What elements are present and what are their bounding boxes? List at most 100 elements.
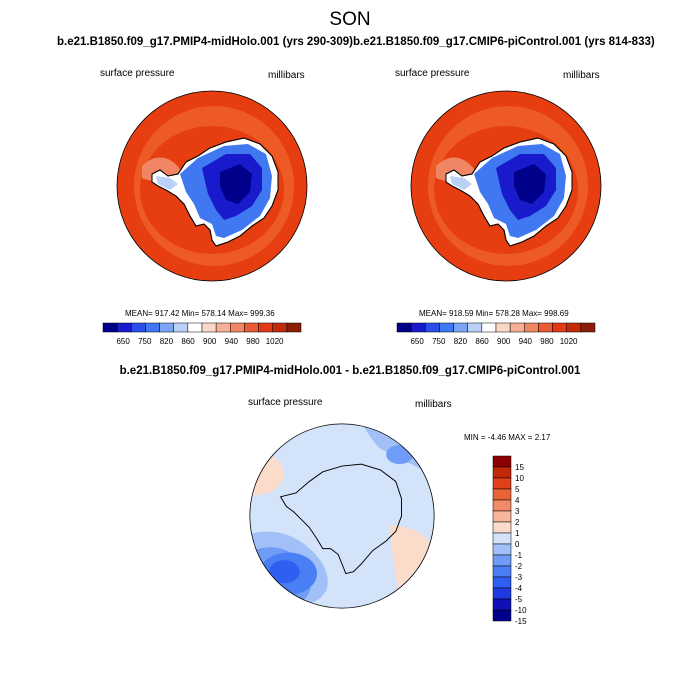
diff-colorbar-tick-label: 1 — [515, 529, 520, 538]
case-a-title: b.e21.B1850.f09_g17.PMIP4-midHolo.001 (y… — [57, 36, 353, 48]
panel2-colorbar-swatch — [439, 322, 454, 333]
diff-colorbar-tick-label: -10 — [515, 606, 527, 615]
panel1-plateau-peak — [220, 164, 252, 204]
panel1-units-label: millibars — [268, 70, 305, 81]
diff-colorbar-swatch — [492, 510, 512, 523]
diff-field-label: surface pressure — [248, 397, 323, 408]
panel1-colorbar-swatch — [215, 322, 231, 333]
diff-colorbar-tick-label: -15 — [515, 617, 527, 626]
diff-colorbar-tick-label: 10 — [515, 474, 524, 483]
panel2-colorbar-swatch — [453, 322, 468, 333]
panel2-plateau-peak — [514, 164, 546, 204]
panel2-colorbar-swatch — [566, 322, 582, 333]
panel2-field-label: surface pressure — [395, 68, 470, 79]
panel1-colorbar-swatch — [131, 322, 146, 333]
panel2-colorbar-tick-label: 650 — [410, 337, 424, 346]
panel2-colorbar-tick-label: 900 — [497, 337, 511, 346]
panel1-colorbar-tick-label: 860 — [181, 337, 195, 346]
diff-colorbar-tick-label: 0 — [515, 540, 520, 549]
diff-colorbar-swatch — [492, 521, 512, 534]
panel2-colorbar-swatch — [524, 322, 539, 333]
panel2-colorbar-tick-label: 820 — [454, 337, 468, 346]
panel2-colorbar-tick-label: 750 — [432, 337, 446, 346]
diff-ne-core — [386, 444, 414, 465]
diff-colorbar-swatch — [492, 543, 512, 556]
panel1-colorbar-swatch — [173, 322, 189, 333]
panel1-colorbar-swatch — [145, 322, 160, 333]
diff-colorbar-swatch — [492, 576, 512, 589]
panel2-map-border — [410, 90, 602, 282]
diff-map-border — [249, 423, 435, 609]
diff-colorbar-swatch — [492, 532, 512, 545]
panel1-colorbar-tick-label: 1020 — [266, 337, 284, 346]
panel1-colorbar-swatch — [258, 322, 273, 333]
panel2-colorbar-swatch — [425, 322, 440, 333]
panel1-colorbar-swatch — [230, 322, 245, 333]
diff-background — [249, 423, 435, 609]
diff-stats: MIN = -4.46 MAX = 2.17 — [464, 433, 551, 442]
panel1-colorbar-swatch — [116, 322, 132, 333]
panel2-map — [410, 90, 602, 282]
diff-colorbar-swatch — [492, 466, 512, 479]
diff-units-label: millibars — [415, 399, 452, 410]
diff-map — [249, 423, 435, 609]
panel2-colorbar-tick-label: 940 — [519, 337, 533, 346]
diff-colorbar-swatch — [492, 455, 512, 468]
panel1-colorbar-swatch — [244, 322, 259, 333]
panel1-colorbar-tick-label: 980 — [246, 337, 260, 346]
panel2-colorbar-swatch — [467, 322, 483, 333]
case-b-title: b.e21.B1850.f09_g17.CMIP6-piControl.001 … — [353, 36, 655, 48]
panel1-colorbar-swatch — [286, 322, 302, 333]
diff-colorbar-swatch — [492, 598, 512, 611]
diff-colorbar-tick-label: 3 — [515, 507, 520, 516]
panel1-colorbar-tick-label: 650 — [116, 337, 130, 346]
page-title: SON — [329, 9, 371, 30]
panel1-field-label: surface pressure — [100, 68, 175, 79]
diff-colorbar-swatch — [492, 477, 512, 490]
panel2-colorbar-swatch — [481, 322, 497, 333]
diff-colorbar-swatch — [492, 587, 512, 600]
diff-low-center — [269, 560, 300, 584]
panel2-stats: MEAN= 918.59 Min= 578.28 Max= 998.69 — [419, 309, 569, 318]
panel2-colorbar-swatch — [552, 322, 567, 333]
diff-colorbar-tick-label: -2 — [515, 562, 523, 571]
diff-coastline — [279, 463, 402, 575]
panel2-colorbar-swatch — [495, 322, 511, 333]
panel1-peninsula — [156, 176, 178, 190]
panel2-colorbar-swatch — [410, 322, 426, 333]
panel1-map — [116, 90, 308, 282]
panel1-stats: MEAN= 917.42 Min= 578.14 Max= 999.36 — [125, 309, 275, 318]
panel1-colorbar-swatch — [187, 322, 203, 333]
panel1-colorbar-swatch — [272, 322, 288, 333]
diff-colorbar-swatch — [492, 499, 512, 512]
diff-colorbar-tick-label: -4 — [515, 584, 523, 593]
panel2-colorbar-tick-label: 980 — [540, 337, 554, 346]
panel2-colorbar: 650 750 820 860 900 940 980 1020 — [396, 322, 596, 346]
diff-colorbar-tick-label: -5 — [515, 595, 523, 604]
panel2-peninsula — [450, 176, 472, 190]
panel1-colorbar-tick-label: 750 — [138, 337, 152, 346]
diff-colorbar-tick-label: 4 — [515, 496, 520, 505]
panel1-coastline — [151, 137, 279, 247]
panel2-coastline — [445, 137, 573, 247]
panel2-colorbar-swatch — [396, 322, 412, 333]
panel2-colorbar-swatch — [580, 322, 596, 333]
diff-colorbar-swatch — [492, 609, 512, 622]
panel1-colorbar-swatch — [102, 322, 118, 333]
panel1-colorbar-tick-label: 820 — [160, 337, 174, 346]
panel2-colorbar-tick-label: 1020 — [560, 337, 578, 346]
diff-colorbar-swatch — [492, 565, 512, 578]
panel2-colorbar-swatch — [509, 322, 525, 333]
panel1-colorbar: 650 750 820 860 900 940 980 1020 — [102, 322, 302, 346]
panel2-colorbar-tick-label: 860 — [475, 337, 489, 346]
diff-colorbar-tick-label: -1 — [515, 551, 523, 560]
panel1-map-border — [116, 90, 308, 282]
diff-colorbar-swatch — [492, 488, 512, 501]
diff-colorbar-tick-label: -3 — [515, 573, 523, 582]
panel1-colorbar-swatch — [159, 322, 174, 333]
panel1-colorbar-tick-label: 940 — [225, 337, 239, 346]
diff-colorbar-tick-label: 2 — [515, 518, 520, 527]
diff-colorbar-tick-label: 15 — [515, 463, 524, 472]
diff-title: b.e21.B1850.f09_g17.PMIP4-midHolo.001 - … — [119, 365, 581, 377]
